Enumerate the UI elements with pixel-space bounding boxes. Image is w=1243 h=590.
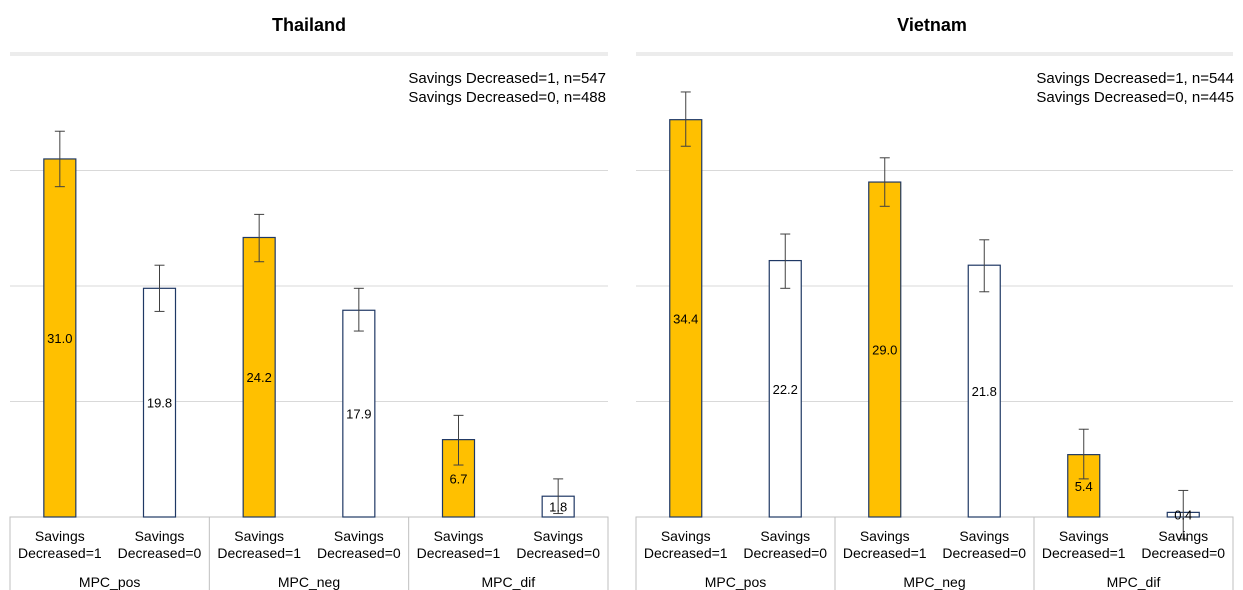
chart-panel-thailand: Thailand Savings Decreased=1, n=547 Saving… — [9, 15, 609, 590]
category-label-line: Savings — [760, 528, 810, 544]
legend-entry: Savings Decreased=1, n=544 — [1036, 70, 1234, 87]
data-label: 24.2 — [247, 370, 272, 385]
bar — [768, 259, 802, 518]
bar — [967, 264, 1001, 518]
category-label-line: Decreased=0 — [942, 545, 1026, 561]
category-label-line: Decreased=1 — [18, 545, 102, 561]
category-label-line: Savings — [959, 528, 1009, 544]
category-label-line: Savings — [434, 528, 484, 544]
category-label-line: Decreased=0 — [516, 545, 600, 561]
group-label: MPC_pos — [79, 574, 140, 590]
data-label: 1.8 — [549, 500, 567, 515]
data-label: 22.2 — [773, 382, 798, 397]
category-label-line: Savings — [1158, 528, 1208, 544]
category-label: Savings Decreased=1 — [1042, 528, 1126, 561]
group-label: MPC_neg — [278, 574, 340, 590]
category-label-line: Decreased=1 — [417, 545, 501, 561]
category-label-line: Savings — [234, 528, 284, 544]
data-label: 0.4 — [1174, 508, 1192, 523]
data-label: 21.8 — [972, 384, 997, 399]
data-label: 34.4 — [673, 311, 698, 326]
category-label-line: Decreased=0 — [317, 545, 401, 561]
category-label-line: Savings — [533, 528, 583, 544]
category-label-line: Decreased=0 — [118, 545, 202, 561]
bar — [669, 119, 703, 518]
category-label-line: Decreased=0 — [1141, 545, 1225, 561]
category-label-line: Savings — [860, 528, 910, 544]
category-label: Savings Decreased=1 — [417, 528, 501, 561]
group-label: MPC_pos — [705, 574, 766, 590]
category-label-line: Decreased=1 — [843, 545, 927, 561]
category-label: Savings Decreased=1 — [644, 528, 728, 561]
bar — [868, 181, 902, 518]
legend-entry: Savings Decreased=0, n=488 — [408, 89, 606, 106]
category-label-line: Decreased=0 — [743, 545, 827, 561]
category-label: Savings Decreased=0 — [516, 528, 600, 561]
category-label-line: Savings — [661, 528, 711, 544]
category-label-line: Savings — [135, 528, 185, 544]
bar — [242, 236, 276, 518]
category-label: Savings Decreased=1 — [843, 528, 927, 561]
category-label: Savings Decreased=1 — [217, 528, 301, 561]
category-label-line: Savings — [35, 528, 85, 544]
chart-title: Vietnam — [897, 15, 967, 35]
category-label: Savings Decreased=0 — [743, 528, 827, 561]
category-label-line: Decreased=1 — [217, 545, 301, 561]
category-label-line: Decreased=1 — [644, 545, 728, 561]
chart-panel-vietnam: Vietnam Savings Decreased=1, n=544 Savings… — [635, 15, 1234, 590]
bar — [142, 287, 177, 518]
category-label-line: Decreased=1 — [1042, 545, 1126, 561]
bar — [342, 309, 376, 518]
data-label: 17.9 — [346, 407, 371, 422]
category-label: Savings Decreased=0 — [942, 528, 1026, 561]
category-label: Savings Decreased=0 — [1141, 528, 1225, 561]
category-label: Savings Decreased=0 — [317, 528, 401, 561]
group-label: MPC_dif — [1107, 574, 1161, 590]
data-label: 5.4 — [1075, 479, 1093, 494]
group-label: MPC_neg — [903, 574, 965, 590]
legend-entry: Savings Decreased=1, n=547 — [408, 70, 606, 87]
chart-title: Thailand — [272, 15, 346, 35]
group-label: MPC_dif — [481, 574, 535, 590]
data-label: 29.0 — [872, 343, 897, 358]
data-label: 31.0 — [47, 331, 72, 346]
data-label: 6.7 — [449, 471, 467, 486]
legend-entry: Savings Decreased=0, n=445 — [1036, 89, 1234, 106]
category-label: Savings Decreased=0 — [118, 528, 202, 561]
category-label: Savings Decreased=1 — [18, 528, 102, 561]
category-label-line: Savings — [1059, 528, 1109, 544]
category-label-line: Savings — [334, 528, 384, 544]
data-label: 19.8 — [147, 396, 172, 411]
